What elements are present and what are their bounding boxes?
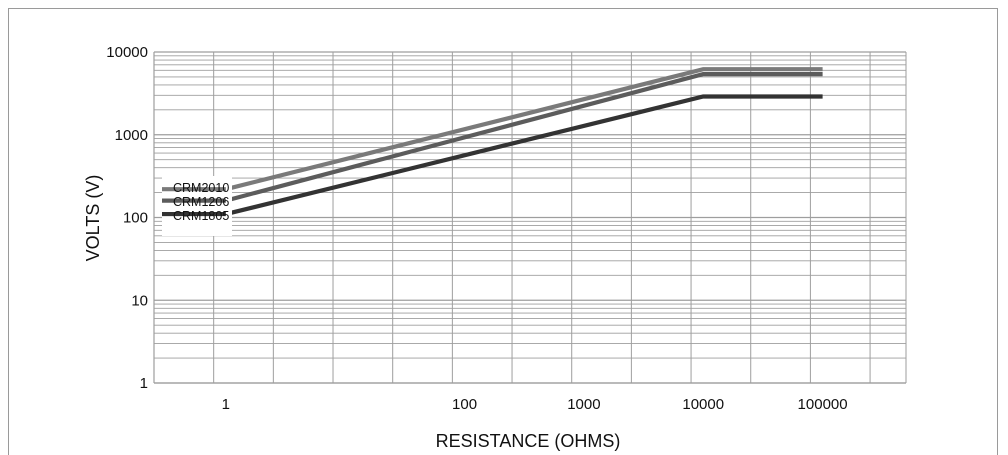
legend-box bbox=[162, 176, 232, 236]
series-line-crm1206 bbox=[225, 71, 823, 203]
x-tick-label: 100000 bbox=[798, 396, 848, 413]
legend-label-crm1805: CRM1805 bbox=[173, 209, 229, 223]
x-tick-label: 1000 bbox=[567, 396, 600, 413]
x-tick-label: 10000 bbox=[682, 396, 724, 413]
y-tick-label: 1000 bbox=[115, 127, 148, 144]
series-line-crm2010 bbox=[225, 67, 823, 192]
y-axis-title: VOLTS (V) bbox=[83, 175, 103, 262]
y-tick-label: 1 bbox=[140, 375, 148, 392]
series-line-crm1805 bbox=[225, 94, 823, 217]
series-lines bbox=[225, 67, 823, 217]
x-axis-title: RESISTANCE (OHMS) bbox=[436, 431, 621, 451]
grid-lines bbox=[153, 51, 907, 384]
y-tick-label: 10000 bbox=[106, 44, 148, 61]
y-tick-label: 100 bbox=[123, 210, 148, 227]
x-axis-ticks: 1 100 1000 10000 100000 bbox=[222, 396, 848, 413]
y-axis-ticks: 1 10 100 1000 10000 bbox=[106, 44, 148, 392]
x-tick-label: 100 bbox=[452, 396, 477, 413]
legend-label-crm1206: CRM1206 bbox=[173, 195, 229, 209]
y-tick-label: 10 bbox=[131, 292, 148, 309]
x-tick-label: 1 bbox=[222, 396, 230, 413]
chart-frame bbox=[8, 8, 998, 455]
legend-label-crm2010: CRM2010 bbox=[173, 181, 229, 195]
